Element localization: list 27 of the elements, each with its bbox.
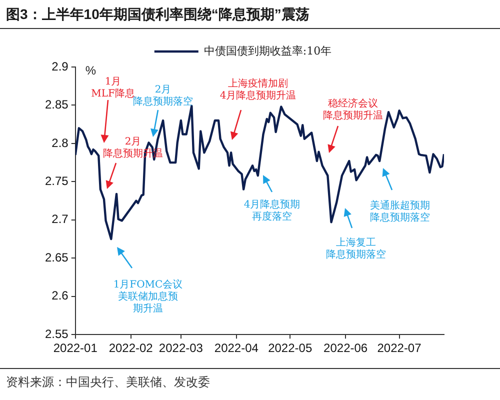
y-tick-label: 2.9: [52, 59, 69, 74]
annotation: 2月降息预期落空: [133, 84, 193, 108]
annotation: 美通胀超预期降息预期落空: [370, 200, 430, 224]
x-tick-label: 2022-07: [377, 341, 422, 356]
annotation: 上海疫情加剧4月降息预期升温: [220, 78, 296, 102]
legend-label: 中债国债到期收益率:10年: [204, 44, 332, 58]
annotation: 4月降息预期再度落空: [244, 198, 300, 223]
y-tick-label: 2.65: [44, 250, 69, 264]
y-tick-label: 2.8: [52, 136, 69, 150]
annotation: 稳经济会议降息预期升温: [323, 98, 383, 122]
x-tick-label: 2022-05: [268, 341, 312, 356]
x-tick-label: 2022-04: [214, 341, 259, 356]
x-tick-label: 2022-03: [158, 341, 204, 356]
annotation: 1月MLF降息: [91, 76, 135, 100]
chart-title: 图3：上半年10年期国债利率围绕“降息预期”震荡: [6, 6, 310, 24]
y-tick-label: 2.55: [44, 326, 69, 341]
x-tick-label: 2022-01: [53, 341, 98, 356]
x-tick-label: 2022-06: [324, 341, 368, 356]
y-tick-label: 2.6: [52, 288, 69, 303]
y-tick-label: 2.7: [52, 212, 69, 226]
y-tick-label: 2.75: [44, 174, 69, 188]
annotation: 1月FOMC会议美联储加息预期升温: [113, 278, 183, 315]
text: 资料来源：中国央行、美联储、发改委: [6, 374, 210, 391]
y-axis-title: %: [85, 63, 96, 78]
x-tick-label: 2022-02: [108, 341, 154, 356]
y-tick-label: 2.85: [44, 98, 69, 112]
annotation: 上海复工降息预期落空: [326, 236, 386, 261]
